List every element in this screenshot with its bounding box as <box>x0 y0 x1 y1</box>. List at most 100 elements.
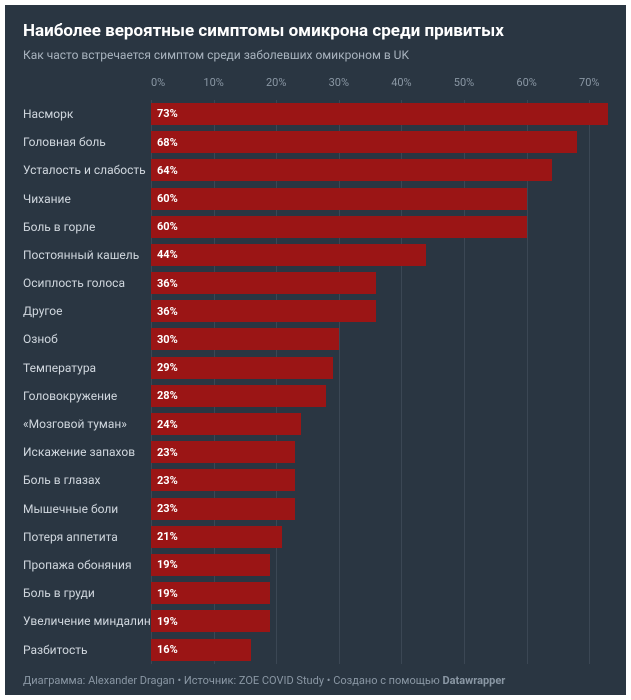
bar-track: 68% <box>151 131 608 153</box>
row-label: Головная боль <box>23 135 151 149</box>
footer-prefix-source: Источник: <box>184 674 239 687</box>
row-label: Температура <box>23 361 151 375</box>
bar-row: Температура29% <box>23 354 608 382</box>
bar-track: 64% <box>151 159 608 181</box>
bar: 36% <box>151 272 376 294</box>
bar-track: 21% <box>151 526 608 548</box>
bar-value-label: 21% <box>151 530 178 543</box>
bar-row: Потеря аппетита21% <box>23 523 608 551</box>
x-tick-label: 70% <box>579 76 599 89</box>
bar: 60% <box>151 188 527 210</box>
bar-track: 28% <box>151 385 608 407</box>
bar-row: «Мозговой туман»24% <box>23 410 608 438</box>
bar: 21% <box>151 526 282 548</box>
bar-value-label: 19% <box>151 587 178 600</box>
bar-track: 24% <box>151 413 608 435</box>
row-label: Боль в горле <box>23 220 151 234</box>
chart: Наиболее вероятные симптомы омикрона сре… <box>5 5 626 695</box>
bar-track: 19% <box>151 554 608 576</box>
bar-row: Чихание60% <box>23 184 608 212</box>
bar-row: Головная боль68% <box>23 128 608 156</box>
row-label: Постоянный кашель <box>23 248 151 262</box>
bar: 36% <box>151 300 376 322</box>
bar-value-label: 36% <box>151 305 178 318</box>
bar-value-label: 24% <box>151 418 178 431</box>
footer-source: ZOE COVID Study <box>239 674 324 687</box>
row-label: Осиплость голоса <box>23 276 151 290</box>
bar-track: 36% <box>151 272 608 294</box>
row-label: Головокружение <box>23 389 151 403</box>
bar-rows: Насморк73%Головная боль68%Усталость и сл… <box>23 100 608 664</box>
row-label: Разбитость <box>23 643 151 657</box>
bar-value-label: 28% <box>151 389 178 402</box>
bar-value-label: 19% <box>151 558 178 571</box>
x-tick-label: 10% <box>203 76 223 89</box>
footer-sep1: • <box>175 674 184 687</box>
bar-track: 73% <box>151 103 608 125</box>
chart-title: Наиболее вероятные симптомы омикрона сре… <box>23 21 608 42</box>
x-axis: 0%10%20%30%40%50%60%70% <box>23 76 608 94</box>
bar: 30% <box>151 328 339 350</box>
bar-value-label: 44% <box>151 248 178 261</box>
x-tick-label: 30% <box>329 76 349 89</box>
row-label: Насморк <box>23 107 151 121</box>
bar-value-label: 68% <box>151 136 178 149</box>
bar: 60% <box>151 216 527 238</box>
footer-author: Alexander Dragan <box>88 674 175 687</box>
x-tick-label: 60% <box>516 76 536 89</box>
bar-value-label: 23% <box>151 502 178 515</box>
chart-subtitle: Как часто встречается симптом среди забо… <box>23 48 608 64</box>
bar-value-label: 60% <box>151 220 178 233</box>
bar-value-label: 23% <box>151 474 178 487</box>
bar-track: 44% <box>151 244 608 266</box>
bar: 19% <box>151 582 270 604</box>
bar-row: Увеличение миндалин19% <box>23 607 608 635</box>
bar-row: Головокружение28% <box>23 382 608 410</box>
bar-track: 60% <box>151 188 608 210</box>
bar: 44% <box>151 244 426 266</box>
bar-row: Усталость и слабость64% <box>23 156 608 184</box>
bar-row: Другое36% <box>23 297 608 325</box>
bar-row: Искажение запахов23% <box>23 438 608 466</box>
bar: 28% <box>151 385 326 407</box>
x-tick-label: 40% <box>391 76 411 89</box>
bar: 16% <box>151 639 251 661</box>
row-label: Чихание <box>23 192 151 206</box>
bar-row: Боль в глазах23% <box>23 466 608 494</box>
bar: 19% <box>151 610 270 632</box>
bar-track: 36% <box>151 300 608 322</box>
bar-row: Мышечные боли23% <box>23 494 608 522</box>
bar-value-label: 23% <box>151 446 178 459</box>
row-label: «Мозговой туман» <box>23 417 151 431</box>
bar: 64% <box>151 159 552 181</box>
row-label: Увеличение миндалин <box>23 614 151 628</box>
bar-track: 60% <box>151 216 608 238</box>
bar-track: 23% <box>151 469 608 491</box>
bar-track: 19% <box>151 582 608 604</box>
bar-row: Пропажа обоняния19% <box>23 551 608 579</box>
footer-tool: Datawrapper <box>443 674 506 687</box>
bar-track: 23% <box>151 498 608 520</box>
bar-row: Озноб30% <box>23 325 608 353</box>
bar-value-label: 30% <box>151 333 178 346</box>
bar-track: 23% <box>151 441 608 463</box>
row-label: Озноб <box>23 332 151 346</box>
row-label: Усталость и слабость <box>23 163 151 177</box>
bar-track: 16% <box>151 639 608 661</box>
bar-value-label: 60% <box>151 192 178 205</box>
x-tick-label: 20% <box>266 76 286 89</box>
row-label: Мышечные боли <box>23 502 151 516</box>
bar-row: Боль в горле60% <box>23 213 608 241</box>
bar-value-label: 29% <box>151 361 178 374</box>
bar: 23% <box>151 498 295 520</box>
bar: 23% <box>151 441 295 463</box>
bar-track: 29% <box>151 357 608 379</box>
footer-prefix-tool: Создано с помощью <box>333 674 442 687</box>
bar-row: Разбитость16% <box>23 635 608 663</box>
bar: 19% <box>151 554 270 576</box>
x-tick-label: 0% <box>151 76 165 89</box>
bar: 23% <box>151 469 295 491</box>
bar: 73% <box>151 103 608 125</box>
bar-value-label: 73% <box>151 107 178 120</box>
bar-value-label: 16% <box>151 643 178 656</box>
